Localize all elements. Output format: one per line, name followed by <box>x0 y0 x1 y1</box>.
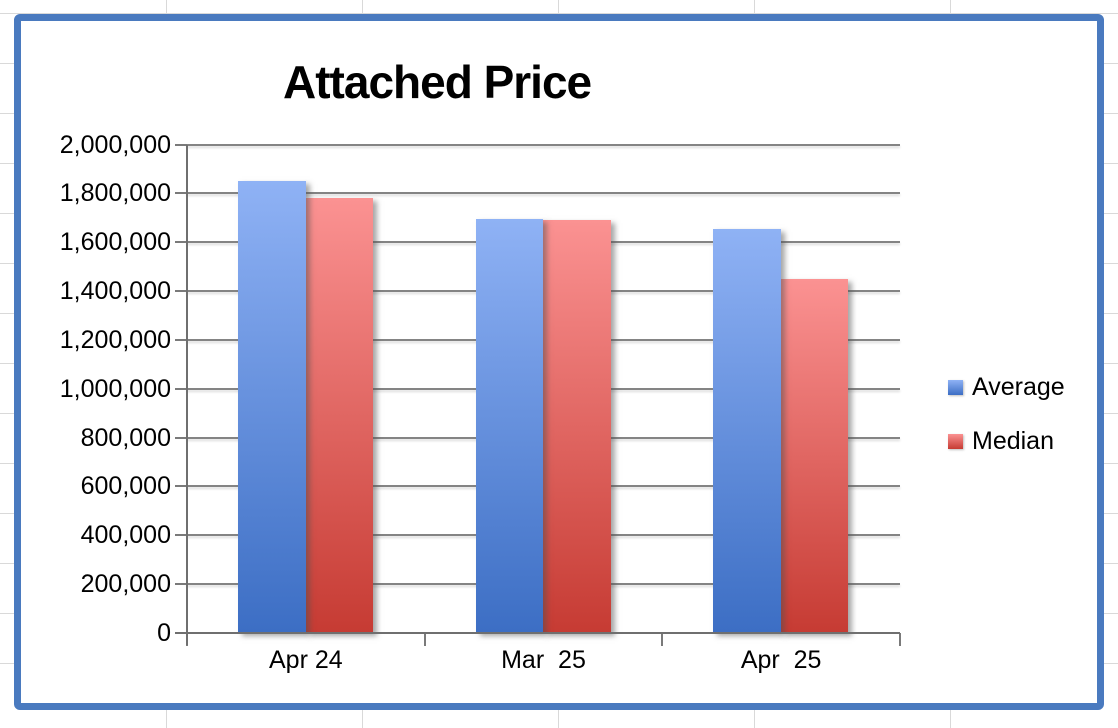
bar-median-2[interactable] <box>780 278 849 633</box>
x-axis-category-label: Apr 25 <box>740 646 822 674</box>
y-axis-tick-label: 1,400,000 <box>59 277 171 306</box>
y-axis-tick-label: 1,800,000 <box>59 179 171 208</box>
y-axis-tick <box>175 192 187 195</box>
x-axis-category-label: Mar 25 <box>501 646 586 674</box>
y-gridline <box>187 143 900 146</box>
y-axis-tick <box>175 534 187 537</box>
legend-item-median[interactable]: Median <box>948 426 1065 456</box>
legend-item-average[interactable]: Average <box>948 372 1065 402</box>
bar-average-0[interactable] <box>238 181 306 633</box>
y-axis-tick-label: 0 <box>157 619 171 647</box>
x-axis-tick <box>661 633 664 646</box>
bar-average-1[interactable] <box>475 219 544 633</box>
y-axis-tick-label: 2,000,000 <box>59 130 171 159</box>
y-axis-tick <box>175 485 187 488</box>
average-series-swatch-icon <box>948 379 963 395</box>
chart-legend: Average Median <box>948 372 1065 480</box>
y-axis-tick <box>175 143 187 146</box>
legend-label-average: Average <box>972 372 1065 401</box>
legend-label-median: Median <box>972 426 1054 455</box>
plot-area: 0 200,000 400,000 600,000 800,000 1,000,000 1,… <box>21 21 1097 703</box>
y-axis-tick-label: 400,000 <box>80 521 171 550</box>
y-axis-tick <box>175 290 187 293</box>
y-axis-tick-label: 1,000,000 <box>59 374 171 403</box>
y-axis-tick-label: 200,000 <box>80 570 171 599</box>
y-axis-tick <box>175 338 187 341</box>
chart-title[interactable]: Attached Price <box>283 56 592 108</box>
y-axis-line <box>186 144 188 645</box>
x-axis-tick <box>899 633 901 646</box>
y-axis-tick <box>175 583 187 586</box>
x-axis-tick <box>423 633 426 646</box>
y-axis-tick <box>175 241 187 244</box>
y-axis-tick-label: 1,600,000 <box>59 228 171 257</box>
bar-median-0[interactable] <box>305 198 373 633</box>
bar-average-2[interactable] <box>713 228 781 633</box>
y-gridline <box>187 192 900 195</box>
y-axis-tick <box>175 387 187 390</box>
x-axis-category-label: Apr 24 <box>268 646 343 674</box>
median-series-swatch-icon <box>948 433 963 449</box>
bar-median-1[interactable] <box>543 220 611 633</box>
y-axis-tick-label: 600,000 <box>80 472 171 501</box>
y-axis-tick-label: 800,000 <box>80 423 171 452</box>
y-axis-tick <box>175 436 187 439</box>
x-axis-line <box>175 632 900 634</box>
chart[interactable]: Attached Price 0 200,000 400,000 600,000 800… <box>14 14 1104 710</box>
y-axis-tick-label: 1,200,000 <box>59 325 171 354</box>
